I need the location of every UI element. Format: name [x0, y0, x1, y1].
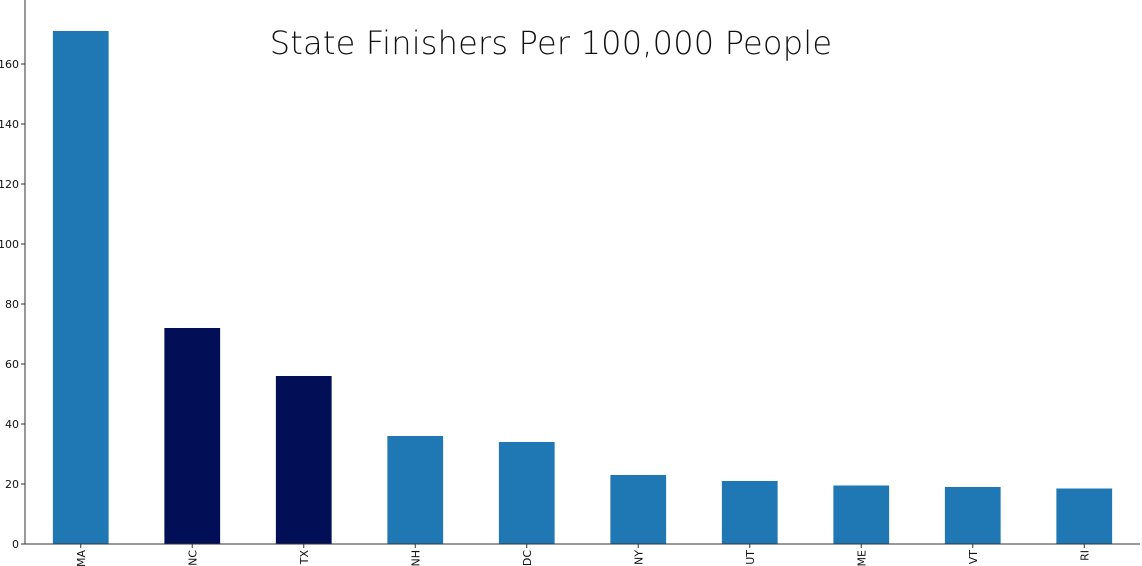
x-tick-label-ny: NY	[632, 550, 645, 565]
x-tick-label-me: ME	[855, 550, 868, 566]
y-tick-label-120: 120	[0, 178, 19, 191]
y-tick-label-80: 80	[5, 298, 19, 311]
x-tick-label-vt: VT	[967, 550, 980, 565]
bar-dc	[498, 442, 555, 544]
axes-layer	[24, 0, 1140, 545]
bar-nc	[164, 328, 221, 544]
bar-vt	[944, 487, 1001, 544]
bar-ny	[610, 475, 667, 544]
x-ticks-layer: MA NC TX NH DC NY UT ME VT RI	[75, 544, 1091, 566]
bars-layer	[52, 31, 1113, 544]
bar-nh	[387, 436, 444, 544]
x-tick-label-dc: DC	[521, 550, 534, 566]
y-tick-label-160: 160	[0, 58, 19, 71]
y-tick-label-140: 140	[0, 118, 19, 131]
bar-ri	[1056, 488, 1113, 544]
x-tick-label-ma: MA	[75, 550, 88, 566]
bar-me	[833, 485, 890, 544]
y-tick-label-20: 20	[5, 478, 19, 491]
y-tick-label-60: 60	[5, 358, 19, 371]
x-tick-label-nh: NH	[409, 550, 422, 566]
y-tick-label-40: 40	[5, 418, 19, 431]
bar-tx	[275, 376, 332, 544]
x-tick-label-tx: TX	[298, 550, 311, 566]
x-tick-label-nc: NC	[186, 550, 199, 566]
y-tick-label-0: 0	[12, 538, 19, 551]
x-tick-label-ut: UT	[744, 550, 757, 565]
y-tick-label-100: 100	[0, 238, 19, 251]
bar-ma	[52, 31, 109, 544]
y-ticks-layer: 0 20 40 60 80 100 120 140 160	[0, 58, 25, 551]
bar-ut	[721, 481, 778, 544]
x-tick-label-ri: RI	[1078, 550, 1091, 561]
